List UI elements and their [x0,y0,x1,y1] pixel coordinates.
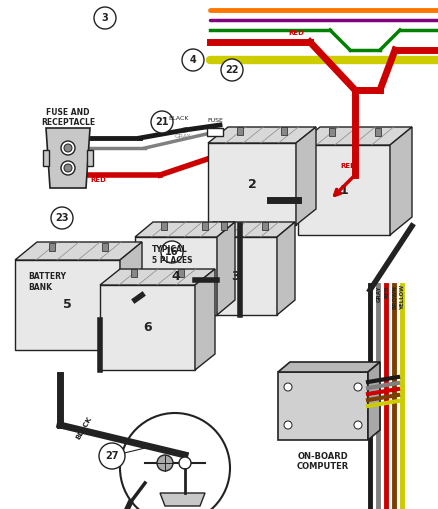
Text: 22: 22 [225,65,238,75]
Text: BLACK: BLACK [168,116,188,121]
Bar [374,128,380,136]
Bar [202,221,208,230]
Polygon shape [208,143,295,225]
Text: 21: 21 [155,117,168,127]
Circle shape [161,241,183,263]
Circle shape [61,161,75,175]
Bar [161,221,167,230]
Bar [280,127,286,135]
Polygon shape [100,285,194,370]
Polygon shape [135,237,216,315]
Bar [237,127,243,135]
Circle shape [182,49,204,71]
Text: 27: 27 [105,451,119,461]
Bar [207,128,223,136]
Circle shape [353,421,361,429]
Text: RED: RED [339,163,355,169]
Polygon shape [120,242,141,350]
Circle shape [353,383,361,391]
Circle shape [61,141,75,155]
Polygon shape [277,372,367,440]
Circle shape [120,413,230,509]
Polygon shape [297,127,411,145]
Polygon shape [159,493,205,506]
Circle shape [94,7,116,29]
Text: 5: 5 [63,298,72,312]
Polygon shape [295,127,315,225]
Circle shape [179,457,191,469]
Polygon shape [46,128,90,188]
Circle shape [64,164,72,172]
Text: 4: 4 [171,269,180,282]
Polygon shape [276,222,294,315]
Circle shape [151,111,173,133]
Polygon shape [277,362,379,372]
Polygon shape [194,237,276,315]
Bar [178,269,184,277]
Bar [87,150,93,166]
Polygon shape [194,222,294,237]
Polygon shape [135,222,234,237]
Bar [221,221,227,230]
Text: FUSE: FUSE [207,118,223,123]
Circle shape [283,383,291,391]
Circle shape [64,144,72,152]
Text: GRAY: GRAY [175,134,191,139]
Bar [262,221,268,230]
Polygon shape [194,269,215,370]
Text: BLACK: BLACK [367,285,373,305]
Bar [131,269,137,277]
Polygon shape [297,145,389,235]
Circle shape [51,207,73,229]
Text: 6: 6 [143,321,152,334]
Circle shape [220,59,243,81]
Polygon shape [100,269,215,285]
Circle shape [157,455,173,471]
Text: ON-BOARD
COMPUTER: ON-BOARD COMPUTER [296,452,348,471]
Text: 1: 1 [339,184,348,196]
Polygon shape [15,260,120,350]
Bar [43,150,49,166]
Polygon shape [15,242,141,260]
Text: GRAY: GRAY [376,285,381,301]
Text: 23: 23 [55,213,69,223]
Polygon shape [389,127,411,235]
Bar [328,128,334,136]
Text: RED: RED [287,30,303,36]
Polygon shape [216,222,234,315]
Text: FUSE AND
RECEPTACLE: FUSE AND RECEPTACLE [41,108,95,127]
Text: YELLOW: YELLOW [399,285,405,310]
Circle shape [283,421,291,429]
Polygon shape [367,362,379,440]
Text: BROWN: BROWN [392,285,396,309]
Text: 2: 2 [247,178,256,190]
Text: BLACK: BLACK [75,416,93,441]
Bar [49,243,55,251]
Text: 3: 3 [231,269,240,282]
Text: RED: RED [90,177,106,183]
Text: TYPICAL
5 PLACES: TYPICAL 5 PLACES [152,245,192,265]
Bar [102,243,107,251]
Polygon shape [208,127,315,143]
Text: 16: 16 [165,247,178,257]
Text: 3: 3 [101,13,108,23]
Circle shape [99,443,125,469]
Text: RED: RED [384,285,389,297]
Text: BATTERY
BANK: BATTERY BANK [28,272,66,292]
Text: 4: 4 [189,55,196,65]
